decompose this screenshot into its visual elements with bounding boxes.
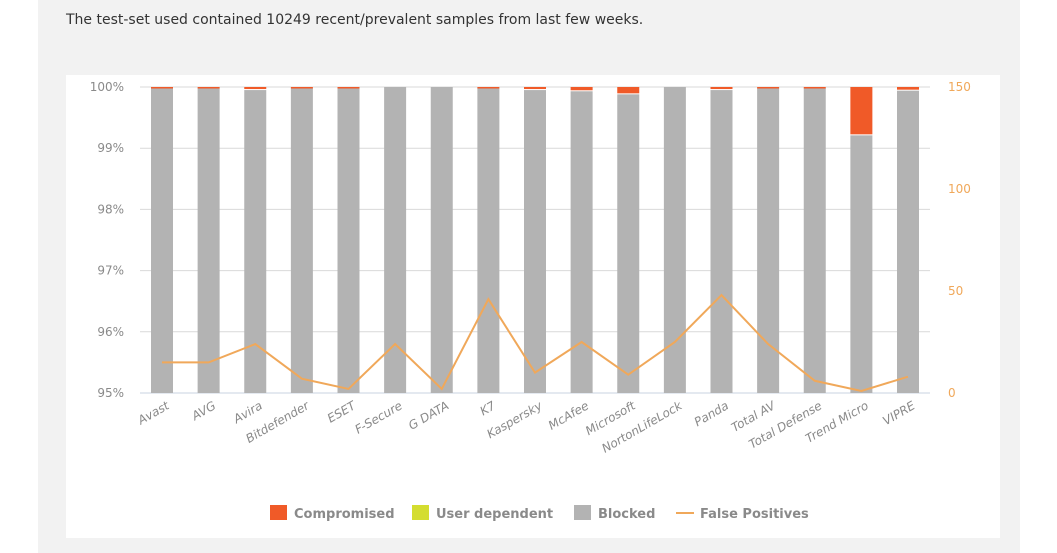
- x-tick-label: Panda: [692, 398, 731, 429]
- bar-blocked: [337, 88, 360, 393]
- x-tick-label: Avira: [230, 398, 265, 426]
- bar-blocked: [290, 88, 313, 393]
- x-tick-label: NortonLifeLock: [599, 398, 685, 456]
- bar-compromised: [897, 87, 919, 90]
- intro-text: The test-set used contained 10249 recent…: [66, 12, 644, 28]
- bar-compromised: [710, 87, 733, 90]
- legend-swatch-compromised: [270, 505, 287, 520]
- bar-blocked: [757, 88, 780, 393]
- bar-blocked: [803, 88, 826, 393]
- legend-label: User dependent: [436, 507, 553, 522]
- bar-compromised: [197, 87, 220, 89]
- bar-compromised: [850, 87, 873, 135]
- bar-compromised: [803, 87, 826, 89]
- bar-blocked: [197, 88, 220, 393]
- bar-blocked: [850, 135, 873, 393]
- bar-compromised: [151, 87, 173, 89]
- x-tick-label: K7: [477, 398, 498, 418]
- y-right-tick-label: 100: [948, 182, 971, 196]
- y-left-tick-label: 100%: [90, 80, 124, 94]
- bar-blocked: [570, 91, 593, 393]
- bar-blocked: [430, 87, 453, 393]
- legend-label: Blocked: [598, 507, 655, 522]
- x-tick-label: G DATA: [406, 398, 451, 432]
- bar-compromised: [477, 87, 500, 89]
- x-tick-label: F-Secure: [352, 398, 404, 436]
- bar-blocked: [151, 88, 173, 393]
- x-tick-label: ESET: [325, 398, 360, 426]
- x-tick-label: Avast: [135, 398, 173, 428]
- bar-compromised: [244, 87, 267, 90]
- y-left-tick-label: 98%: [97, 202, 124, 216]
- y-right-tick-label: 150: [948, 80, 971, 94]
- bar-compromised: [570, 87, 593, 91]
- bar-blocked: [244, 90, 267, 393]
- bar-blocked: [663, 87, 686, 393]
- legend-swatch-user-dependent: [412, 505, 429, 520]
- bar-compromised: [524, 87, 546, 90]
- bar-compromised: [757, 87, 780, 89]
- y-right-tick-label: 50: [948, 284, 963, 298]
- legend-label: False Positives: [700, 507, 809, 522]
- y-left-tick-label: 97%: [97, 264, 124, 278]
- y-left-tick-label: 99%: [97, 141, 124, 155]
- bar-compromised: [337, 87, 360, 89]
- bar-blocked: [710, 90, 733, 393]
- y-left-tick-label: 96%: [97, 325, 124, 339]
- bar-blocked: [897, 90, 919, 393]
- bar-blocked: [524, 90, 546, 393]
- line-false-positives: [162, 293, 909, 392]
- bar-compromised: [617, 87, 640, 94]
- bar-compromised: [290, 87, 313, 89]
- x-tick-label: VIPRE: [880, 398, 918, 428]
- bar-blocked: [477, 88, 500, 393]
- y-left-tick-label: 95%: [97, 386, 124, 400]
- x-tick-label: AVG: [189, 398, 219, 423]
- legend-label: Compromised: [294, 507, 395, 522]
- bar-blocked: [384, 87, 407, 393]
- y-right-tick-label: 0: [948, 386, 956, 400]
- legend-swatch-blocked: [574, 505, 591, 520]
- bar-blocked: [617, 94, 640, 394]
